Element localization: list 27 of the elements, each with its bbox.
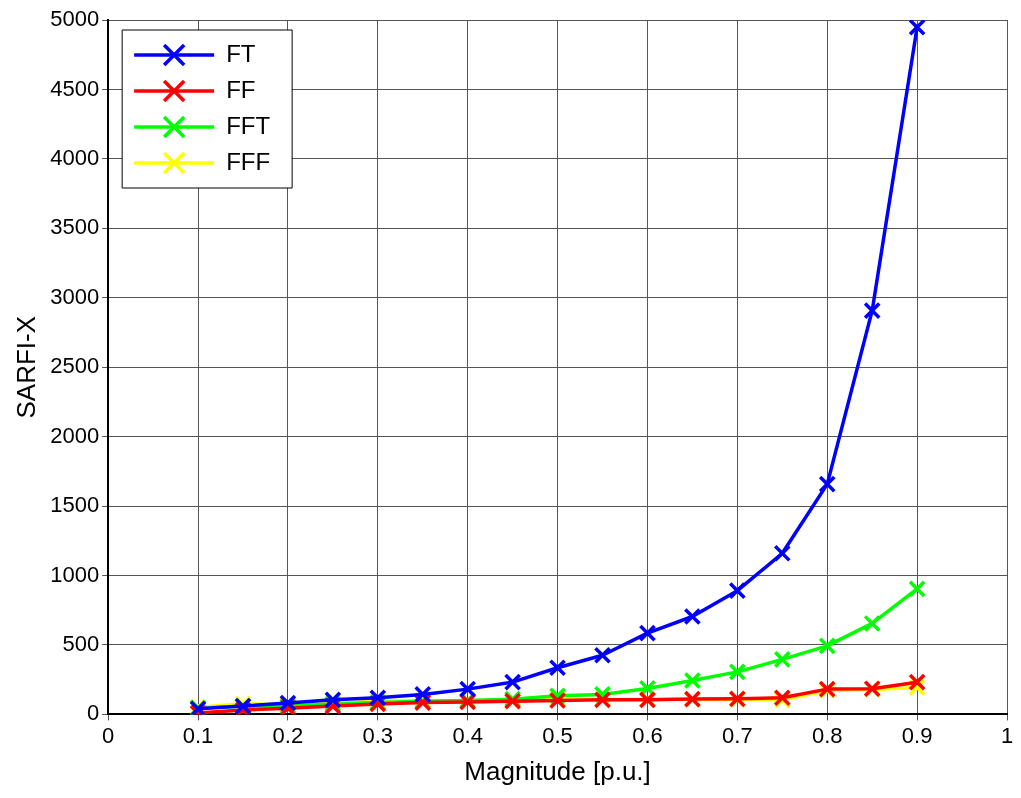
legend-label: FFT bbox=[226, 111, 271, 139]
y-tick-label: 2500 bbox=[50, 353, 100, 379]
x-tick-label: 0.9 bbox=[901, 722, 933, 748]
y-axis-title: SARFI-X bbox=[10, 315, 41, 419]
y-tick-label: 4000 bbox=[50, 144, 100, 170]
x-tick-label: 0.7 bbox=[722, 722, 753, 748]
y-tick-label: 4500 bbox=[50, 75, 100, 101]
y-tick-label: 2000 bbox=[50, 422, 100, 448]
x-tick-label: 1 bbox=[1000, 722, 1014, 748]
legend-label: FF bbox=[226, 75, 256, 103]
x-axis-title: Magnitude [p.u.] bbox=[464, 755, 651, 786]
x-tick-label: 0.2 bbox=[272, 722, 304, 748]
x-tick-label: 0.6 bbox=[632, 722, 663, 748]
x-tick-label: 0.8 bbox=[811, 722, 843, 748]
y-tick-label: 3000 bbox=[50, 283, 100, 309]
y-tick-label: 1000 bbox=[50, 561, 100, 587]
x-tick-label: 0.1 bbox=[182, 722, 214, 748]
y-tick-label: 5000 bbox=[50, 6, 100, 32]
y-tick-label: 500 bbox=[62, 631, 100, 657]
y-tick-label: 1500 bbox=[50, 492, 100, 518]
y-tick-label: 3500 bbox=[50, 214, 100, 240]
y-tick-label: 0 bbox=[86, 700, 100, 726]
legend-label: FFF bbox=[226, 147, 271, 175]
x-tick-label: 0.4 bbox=[452, 722, 483, 748]
x-tick-label: 0.5 bbox=[542, 722, 573, 748]
x-tick-label: 0.3 bbox=[362, 722, 394, 748]
legend-label: FT bbox=[226, 39, 256, 67]
